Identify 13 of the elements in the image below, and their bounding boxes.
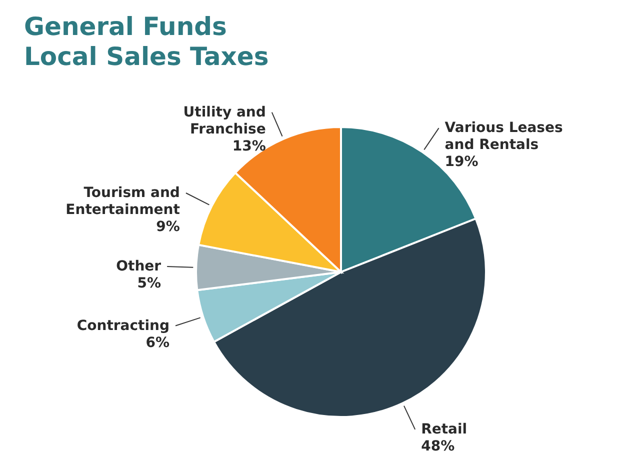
slice-label: Retail — [421, 421, 468, 438]
chart-title: General Funds Local Sales Taxes — [24, 12, 269, 71]
slice-label: Tourism and Entertainment — [66, 185, 180, 218]
slice-label: Utility and Franchise — [183, 104, 266, 138]
slice-label: Contracting — [76, 318, 170, 334]
data-label: 19% — [444, 154, 478, 170]
data-label: 9% — [156, 219, 180, 236]
data-label: 5% — [137, 276, 162, 292]
slice-label: Various Leases and Rentals — [444, 120, 563, 154]
data-label: 48% — [421, 438, 455, 454]
data-label: 6% — [146, 334, 170, 351]
slice-label: Other — [116, 258, 162, 275]
data-label: 13% — [232, 138, 266, 154]
